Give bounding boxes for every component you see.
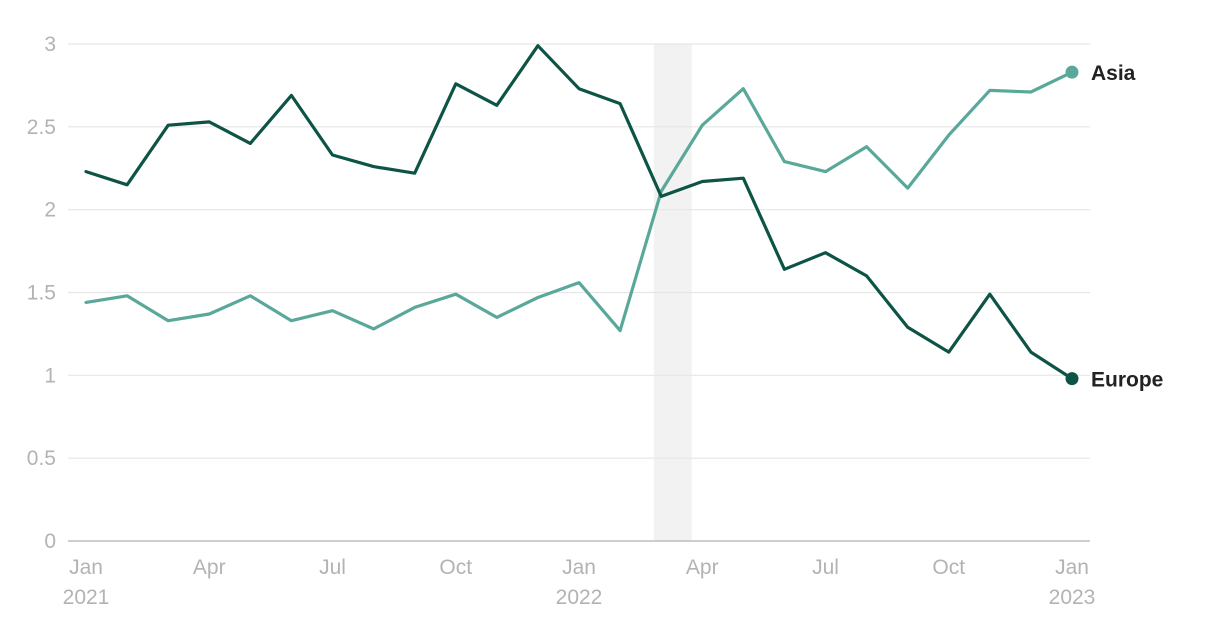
y-tick-label: 0.5 bbox=[27, 447, 56, 470]
x-tick-label-year: 2023 bbox=[1049, 586, 1096, 609]
x-tick-label: Jan bbox=[1055, 556, 1089, 579]
series-end-point-asia bbox=[1065, 65, 1079, 79]
x-tick-label: Jul bbox=[319, 556, 346, 579]
x-tick-label: Jan bbox=[562, 556, 596, 579]
x-tick-label: Apr bbox=[193, 556, 226, 579]
y-tick-label: 0 bbox=[44, 530, 56, 553]
series-end-labels: Asia Europe bbox=[1091, 62, 1163, 391]
gridlines bbox=[68, 43, 1090, 542]
series-label-europe: Europe bbox=[1091, 369, 1163, 392]
y-tick-label: 1.5 bbox=[27, 282, 56, 305]
x-axis-tick-labels: Jan 2021 Apr Jul Oct Jan 2022 Apr Jul Oct Jan 2023 bbox=[63, 556, 1096, 609]
y-axis-tick-labels: 0 0.5 1 1.5 2 2.5 3 bbox=[27, 33, 56, 553]
x-tick-label: Jul bbox=[812, 556, 839, 579]
series-end-point-europe bbox=[1065, 372, 1079, 386]
x-tick-label-year: 2021 bbox=[63, 586, 110, 609]
x-tick-label: Apr bbox=[686, 556, 719, 579]
series-line-asia bbox=[84, 70, 1074, 333]
series-lines bbox=[84, 44, 1079, 386]
x-tick-label: Oct bbox=[439, 556, 472, 579]
y-tick-label: 2.5 bbox=[27, 116, 56, 139]
y-tick-label: 3 bbox=[44, 33, 56, 56]
series-line-europe bbox=[84, 44, 1074, 381]
y-tick-label: 1 bbox=[44, 364, 56, 387]
y-tick-label: 2 bbox=[44, 199, 56, 222]
x-tick-label-year: 2022 bbox=[556, 586, 603, 609]
series-label-asia: Asia bbox=[1091, 62, 1136, 85]
x-tick-label: Oct bbox=[932, 556, 965, 579]
x-tick-label: Jan bbox=[69, 556, 103, 579]
